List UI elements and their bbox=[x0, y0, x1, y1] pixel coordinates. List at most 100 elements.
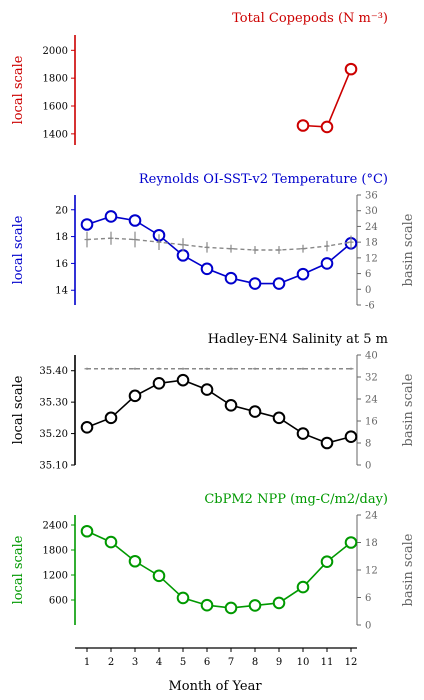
data-point bbox=[224, 271, 238, 285]
left-axis-label: local scale bbox=[11, 215, 26, 284]
data-point bbox=[176, 591, 190, 605]
series-line bbox=[86, 215, 352, 285]
data-point bbox=[272, 411, 286, 425]
data-point bbox=[296, 580, 310, 594]
panel-4: CbPM2 NPP (mg-C/m2/day) 600 1200 1800 2400 lo… bbox=[11, 492, 416, 632]
data-point bbox=[320, 436, 334, 450]
series-line bbox=[302, 68, 352, 128]
data-point bbox=[128, 554, 142, 568]
x-tick-label: 12 bbox=[345, 657, 358, 668]
right-tick-label: 6 bbox=[365, 269, 371, 280]
right-tick-label: 18 bbox=[365, 538, 378, 549]
data-point bbox=[80, 218, 94, 231]
panel-title: Hadley-EN4 Salinity at 5 m bbox=[208, 332, 388, 347]
data-point bbox=[104, 411, 118, 425]
right-tick-label: -6 bbox=[365, 301, 375, 312]
right-tick-label: 18 bbox=[365, 238, 378, 249]
data-point bbox=[224, 398, 238, 412]
right-tick-label: 6 bbox=[365, 593, 371, 604]
right-tick-label: 40 bbox=[365, 351, 378, 362]
left-tick-label: 600 bbox=[49, 596, 68, 607]
series-line bbox=[86, 530, 352, 609]
right-tick-label: 0 bbox=[365, 285, 371, 296]
x-tick-label: 2 bbox=[108, 657, 114, 668]
data-point bbox=[224, 601, 238, 615]
right-tick-label: 0 bbox=[365, 461, 371, 472]
left-tick-label: 2000 bbox=[43, 46, 68, 57]
left-tick-label: 1800 bbox=[43, 546, 68, 557]
data-point bbox=[128, 214, 142, 227]
right-tick-label: 24 bbox=[365, 511, 378, 522]
left-tick-label: 16 bbox=[55, 259, 68, 270]
left-tick-label: 1600 bbox=[43, 102, 68, 113]
data-point bbox=[128, 389, 142, 403]
right-tick-label: 0 bbox=[365, 621, 371, 632]
data-point bbox=[80, 420, 94, 434]
panel-title: Total Copepods (N m⁻³) bbox=[232, 11, 388, 26]
left-axis-label: local scale bbox=[11, 55, 26, 124]
data-point bbox=[320, 257, 334, 270]
shared-x-axis: 1 2 3 4 5 6 7 8 9 10 11 12 bbox=[75, 647, 358, 668]
left-tick-label: 35.10 bbox=[39, 461, 68, 472]
right-axis-label: basin scale bbox=[401, 373, 416, 446]
x-tick-label: 5 bbox=[180, 657, 186, 668]
left-tick-label: 14 bbox=[55, 286, 68, 297]
left-tick-label: 1400 bbox=[43, 129, 68, 140]
panel-3: Hadley-EN4 Salinity at 5 m 35.10 35.20 35.3… bbox=[11, 332, 416, 472]
x-tick-label: 3 bbox=[132, 657, 138, 668]
x-tick-label: 11 bbox=[321, 657, 334, 668]
right-tick-label: 32 bbox=[365, 373, 378, 384]
panel-title: Reynolds OI-SST-v2 Temperature (°C) bbox=[139, 172, 388, 187]
data-point bbox=[248, 599, 262, 612]
data-point bbox=[320, 555, 334, 568]
x-tick-label: 8 bbox=[252, 657, 258, 668]
panel-1: Total Copepods (N m⁻³) 1400 1600 1800 2000 lo… bbox=[11, 11, 388, 145]
data-point bbox=[248, 277, 262, 290]
left-tick-label: 35.30 bbox=[39, 398, 68, 409]
x-tick-label: 9 bbox=[276, 657, 282, 668]
left-tick-label: 2400 bbox=[43, 521, 68, 532]
right-tick-label: 8 bbox=[365, 439, 371, 450]
data-point bbox=[272, 277, 286, 290]
data-point bbox=[152, 376, 166, 390]
data-point bbox=[344, 62, 358, 76]
right-tick-label: 12 bbox=[365, 253, 378, 264]
data-point bbox=[344, 536, 358, 549]
left-axis-label: local scale bbox=[11, 375, 26, 444]
data-point bbox=[104, 535, 118, 549]
data-point bbox=[176, 249, 190, 262]
left-tick-label: 1800 bbox=[43, 74, 68, 85]
data-point bbox=[104, 210, 118, 223]
series-line bbox=[86, 379, 352, 444]
data-point bbox=[344, 430, 358, 444]
left-tick-label: 35.20 bbox=[39, 429, 68, 440]
data-point bbox=[320, 120, 334, 134]
x-tick-label: 1 bbox=[84, 657, 90, 668]
panel-title: CbPM2 NPP (mg-C/m2/day) bbox=[204, 492, 388, 507]
panel-2: Reynolds OI-SST-v2 Temperature (°C) 14 16 1… bbox=[11, 172, 416, 312]
data-point bbox=[248, 405, 262, 418]
right-tick-label: 30 bbox=[365, 206, 378, 217]
data-point bbox=[200, 598, 214, 612]
data-point bbox=[296, 119, 310, 132]
left-axis-label: local scale bbox=[11, 535, 26, 604]
data-point bbox=[152, 569, 166, 583]
data-point bbox=[296, 427, 310, 440]
data-point bbox=[272, 596, 286, 610]
right-tick-label: 36 bbox=[365, 191, 378, 202]
x-tick-label: 7 bbox=[228, 657, 234, 668]
right-axis-label: basin scale bbox=[401, 213, 416, 286]
x-tick-label: 6 bbox=[204, 657, 210, 668]
right-axis-label: basin scale bbox=[401, 533, 416, 606]
data-point bbox=[296, 267, 310, 281]
basin-series-line bbox=[86, 237, 352, 251]
x-axis-label: Month of Year bbox=[168, 679, 262, 694]
x-tick-label: 10 bbox=[297, 657, 310, 668]
left-tick-label: 20 bbox=[55, 205, 68, 216]
x-tick-label: 4 bbox=[156, 657, 162, 668]
right-tick-label: 12 bbox=[365, 566, 378, 577]
data-point bbox=[200, 383, 214, 396]
right-tick-label: 16 bbox=[365, 417, 378, 428]
data-point bbox=[80, 524, 94, 538]
